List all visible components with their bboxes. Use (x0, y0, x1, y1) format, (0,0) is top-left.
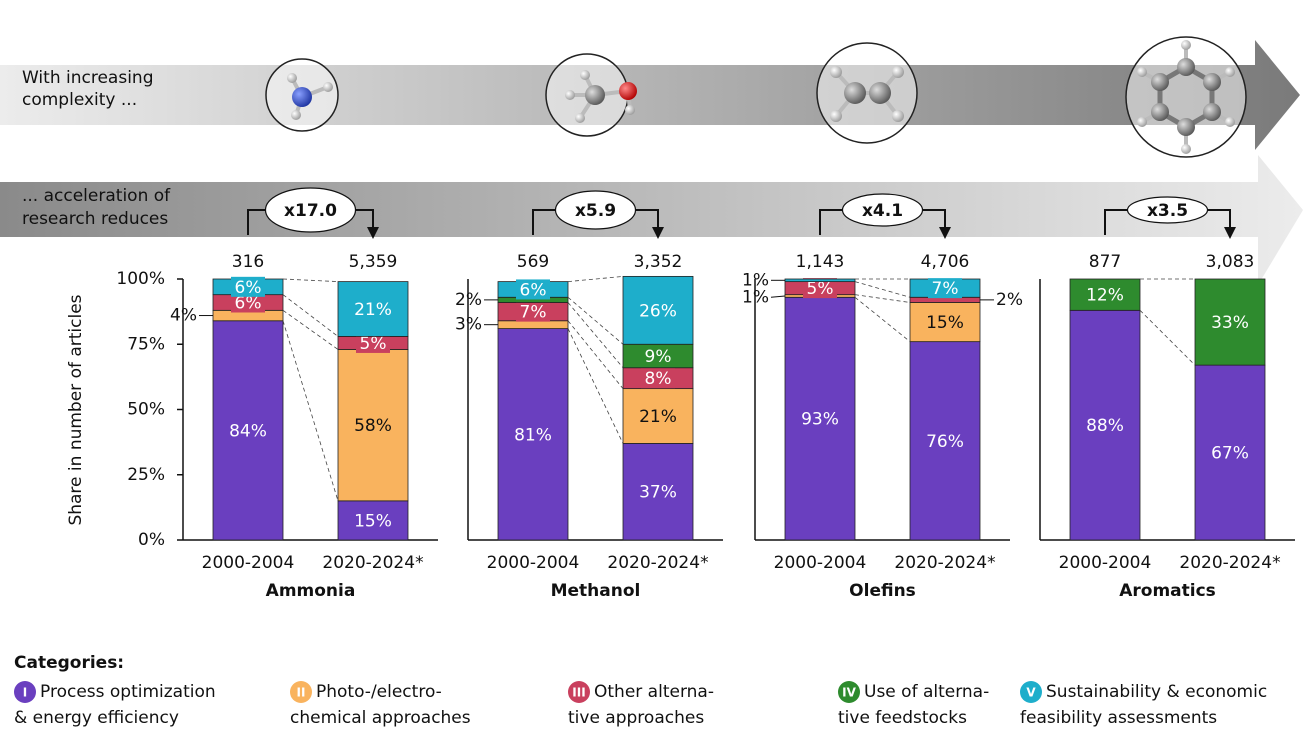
connector (568, 276, 623, 281)
connector (568, 297, 623, 344)
chart-title: Ammonia (266, 581, 356, 601)
y-tick-label: 75% (127, 334, 165, 354)
multiplier: x3.5 (1147, 201, 1188, 221)
legend-numeral: IV (842, 686, 856, 700)
legend-label: chemical approaches (290, 708, 471, 728)
value-label: 21% (639, 407, 677, 427)
value-label: 4% (170, 306, 197, 326)
legend-label: Process optimization (40, 682, 216, 702)
value-label: 15% (926, 313, 964, 333)
legend-title: Categories: (14, 653, 124, 673)
multiplier: x17.0 (284, 201, 337, 221)
total-label: 4,706 (921, 252, 970, 272)
value-label: 8% (645, 369, 672, 389)
connector (855, 295, 910, 303)
value-label: 2% (455, 290, 482, 310)
x-tick-label: 2020-2024* (894, 553, 995, 573)
value-label: 76% (926, 432, 964, 452)
x-tick-label: 2000-2004 (774, 553, 867, 573)
connector (568, 329, 623, 444)
value-label: 81% (514, 425, 552, 445)
legend-label: Photo-/electro- (316, 682, 442, 702)
value-label: 88% (1086, 416, 1124, 436)
value-label: 5% (807, 279, 834, 299)
connector (283, 295, 338, 337)
banner-text: complexity ... (22, 90, 137, 110)
value-label: 6% (520, 280, 547, 300)
multiplier: x4.1 (862, 201, 903, 221)
legend-numeral: V (1026, 686, 1036, 700)
value-label: 1% (742, 287, 769, 307)
y-tick-label: 50% (127, 400, 165, 420)
value-label: 15% (354, 511, 392, 531)
value-label: 21% (354, 300, 392, 320)
connector (1140, 310, 1195, 365)
legend-numeral: III (572, 686, 585, 700)
banner-text: With increasing (22, 68, 153, 88)
figure: With increasing complexity ... ... accel… (0, 0, 1303, 743)
connector (855, 297, 910, 341)
value-label: 6% (235, 278, 262, 298)
total-label: 316 (232, 252, 264, 272)
total-label: 3,352 (634, 252, 683, 272)
connector (855, 282, 910, 298)
value-label: 93% (801, 410, 839, 430)
value-label: 2% (996, 290, 1023, 310)
y-tick-label: 0% (138, 530, 165, 550)
total-label: 569 (517, 252, 549, 272)
x-tick-label: 2000-2004 (1059, 553, 1152, 573)
y-tick-label: 100% (116, 269, 165, 289)
total-label: 877 (1089, 252, 1121, 272)
banner-text: research reduces (22, 209, 168, 229)
value-label: 3% (455, 315, 482, 335)
banner-text: ... acceleration of (22, 186, 171, 206)
connector (568, 321, 623, 389)
value-label: 67% (1211, 444, 1249, 464)
y-axis-label: Share in number of articles (66, 294, 86, 525)
legend-label: & energy efficiency (14, 708, 179, 728)
connector (568, 302, 623, 367)
connector (283, 279, 338, 282)
leader-line (771, 296, 785, 297)
total-label: 3,083 (1206, 252, 1255, 272)
x-tick-label: 2020-2024* (1179, 553, 1280, 573)
x-tick-label: 2020-2024* (607, 553, 708, 573)
y-tick-label: 25% (127, 465, 165, 485)
value-label: 33% (1211, 313, 1249, 333)
connector (283, 321, 338, 501)
value-label: 37% (639, 483, 677, 503)
x-tick-label: 2020-2024* (322, 553, 423, 573)
legend-label: tive feedstocks (838, 708, 967, 728)
total-label: 5,359 (349, 252, 398, 272)
legend-label: feasibility assessments (1020, 708, 1217, 728)
value-label: 12% (1086, 286, 1124, 306)
chart-title: Methanol (551, 581, 641, 601)
value-label: 84% (229, 421, 267, 441)
legend-label: Use of alterna- (864, 682, 989, 702)
legend-numeral: II (297, 686, 306, 700)
value-label: 7% (932, 279, 959, 299)
bar-segment (785, 279, 855, 282)
value-label: 58% (354, 416, 392, 436)
complexity-arrow (0, 40, 1300, 150)
x-tick-label: 2000-2004 (202, 553, 295, 573)
chart-title: Aromatics (1119, 581, 1216, 601)
multiplier: x5.9 (575, 201, 616, 221)
value-label: 26% (639, 301, 677, 321)
value-label: 5% (360, 334, 387, 354)
value-label: 9% (645, 347, 672, 367)
chart-title: Olefins (849, 581, 916, 601)
total-label: 1,143 (796, 252, 845, 272)
legend-label: Other alterna- (594, 682, 714, 702)
value-label: 7% (520, 303, 547, 323)
legend-label: tive approaches (568, 708, 704, 728)
legend-numeral: I (23, 686, 27, 700)
legend-label: Sustainability & economic (1046, 682, 1267, 702)
x-tick-label: 2000-2004 (487, 553, 580, 573)
